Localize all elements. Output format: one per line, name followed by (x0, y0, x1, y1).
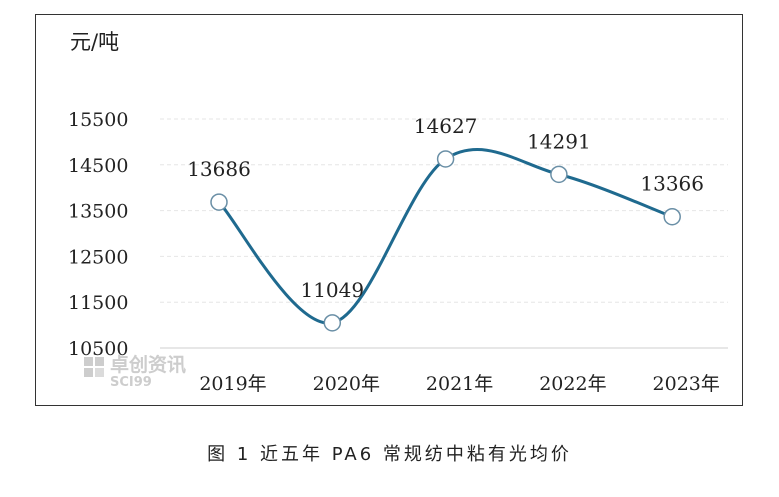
y-tick-label: 12500 (68, 246, 128, 268)
line-chart: 元/吨 卓创资讯 SCI99 15500 14500 13500 12500 11500… (68, 30, 728, 395)
x-tick-label: 2020年 (313, 373, 380, 395)
data-point-marker (210, 193, 228, 211)
y-tick-label: 14500 (68, 155, 128, 177)
y-axis-unit-label: 元/吨 (70, 30, 119, 54)
data-label: 14627 (414, 114, 478, 138)
watermark-sub: SCI99 (110, 375, 152, 390)
x-tick-label: 2023年 (653, 373, 720, 395)
data-label: 11049 (300, 278, 364, 302)
data-point-marker (663, 207, 681, 226)
watermark-logo: 卓创资讯 SCI99 (84, 353, 186, 390)
data-point-marker (550, 165, 568, 184)
x-tick-label: 2019年 (199, 373, 266, 395)
x-tick-label: 2022年 (539, 373, 606, 395)
y-tick-label: 10500 (68, 338, 128, 360)
watermark-text: 卓创资讯 (110, 353, 186, 376)
y-tick-label: 13500 (68, 201, 128, 223)
y-tick-label: 11500 (68, 292, 128, 314)
x-tick-label: 2021年 (426, 373, 493, 395)
series-line (217, 148, 673, 325)
y-tick-label: 15500 (68, 109, 128, 131)
figure-caption: 图 1 近五年 PA6 常规纺中粘有光均价 (207, 444, 572, 465)
data-label: 14291 (527, 129, 591, 153)
data-point-marker (323, 314, 342, 332)
data-point-marker (436, 150, 455, 168)
data-label: 13366 (640, 172, 704, 196)
data-label: 13686 (187, 157, 251, 181)
chart-frame (35, 14, 743, 406)
